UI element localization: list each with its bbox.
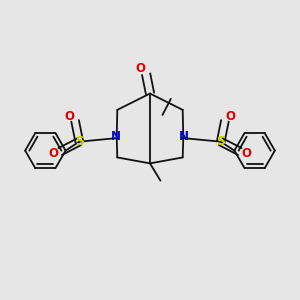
Text: O: O (65, 110, 75, 123)
Text: O: O (49, 147, 59, 161)
Text: O: O (225, 110, 235, 123)
Text: N: N (111, 130, 121, 143)
Text: S: S (216, 135, 225, 148)
Text: N: N (179, 130, 189, 143)
Text: O: O (241, 147, 251, 161)
Text: O: O (136, 62, 146, 75)
Text: S: S (75, 135, 84, 148)
